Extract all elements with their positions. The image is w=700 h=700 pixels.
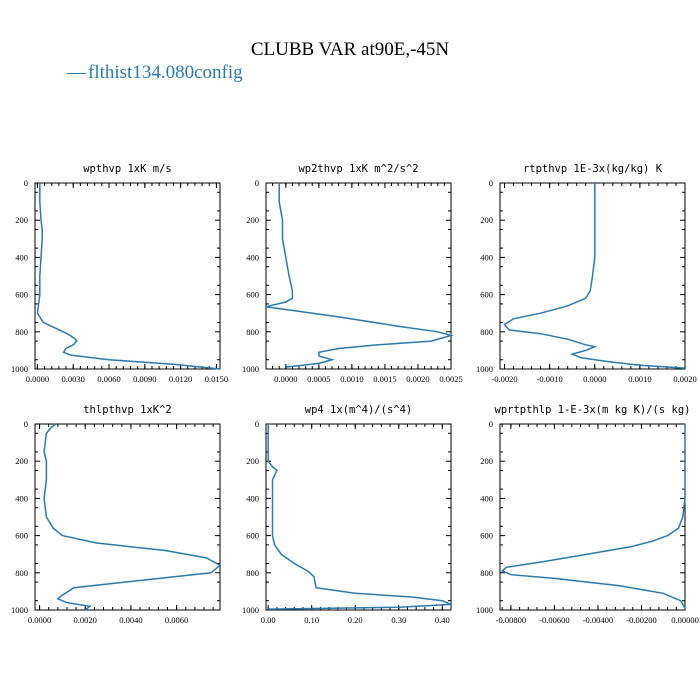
y-tick-label: 0 [24, 178, 28, 188]
legend-label: flthist134.080config [88, 62, 243, 83]
panel-title: rtpthvp 1E-3x(kg/kg) K [523, 163, 663, 175]
y-tick-label: 800 [480, 568, 493, 578]
x-tick-label: 0.00 [261, 615, 276, 625]
series-line [500, 424, 686, 609]
panel-6: wprtpthlp 1-E-3x(m kg K)/(s kg)0 200 400 60… [476, 404, 699, 625]
panel-2: wp2thvp 1xK m^2/s^2 0 200 400 600 800 1000 0.00… [242, 163, 463, 384]
x-tick-label: 0.0005 [307, 374, 330, 384]
y-tick-label: 200 [246, 456, 259, 466]
x-tick-label: 0.0015 [373, 374, 396, 384]
y-tick-label: 1000 [242, 364, 259, 374]
legend: — flthist134.080config [66, 62, 243, 83]
y-tick-label: 400 [246, 493, 259, 503]
y-tick-label: 400 [15, 252, 28, 262]
y-tick-label: 200 [15, 456, 28, 466]
x-tick-label: 0.0000 [28, 615, 51, 625]
panel-title: wp4 1x(m^4)/(s^4) [305, 404, 412, 416]
plot-frame [499, 423, 686, 611]
x-tick-label: 0.00000 [671, 615, 699, 625]
plot-frame [34, 423, 221, 611]
x-tick-label: 0.10 [304, 615, 319, 625]
plot-frame [499, 182, 686, 370]
legend-line-glyph: — [66, 62, 87, 83]
x-tick-label: -0.0020 [491, 374, 517, 384]
y-tick-label: 200 [480, 456, 493, 466]
x-tick-label: -0.00600 [539, 615, 569, 625]
y-tick-label: 400 [480, 493, 493, 503]
y-tick-label: 400 [480, 252, 493, 262]
plot-frame [265, 423, 452, 611]
series-line [267, 424, 452, 610]
x-tick-label: -0.00800 [496, 615, 526, 625]
series-line [43, 423, 222, 611]
y-tick-label: 600 [480, 531, 493, 541]
y-tick-label: 600 [15, 290, 28, 300]
series-line [265, 183, 454, 368]
y-tick-label: 1000 [11, 605, 28, 615]
y-tick-label: 400 [15, 493, 28, 503]
x-tick-label: -0.0010 [537, 374, 563, 384]
x-tick-label: 0.0060 [165, 615, 188, 625]
x-tick-label: 0.0000 [274, 374, 297, 384]
figure-title: CLUBB VAR at90E,-45N [251, 39, 450, 60]
x-tick-label: 0.0120 [169, 374, 192, 384]
y-tick-label: 800 [246, 568, 259, 578]
x-tick-label: 0.0090 [133, 374, 156, 384]
series-line [36, 183, 221, 370]
x-tick-label: 0.0020 [74, 615, 97, 625]
y-tick-label: 0 [255, 178, 259, 188]
x-tick-label: 0.20 [348, 615, 363, 625]
x-tick-label: 0.0020 [406, 374, 429, 384]
y-tick-label: 800 [480, 327, 493, 337]
plot-frame [34, 182, 221, 370]
x-tick-label: 0.0000 [583, 374, 606, 384]
y-tick-label: 200 [15, 215, 28, 225]
y-tick-label: 0 [255, 419, 259, 429]
y-tick-label: 1000 [476, 605, 493, 615]
x-tick-label: 0.0025 [439, 374, 462, 384]
panel-title: wprtpthlp 1-E-3x(m kg K)/(s kg) [495, 404, 691, 416]
panel-title: thlpthvp 1xK^2 [83, 404, 172, 416]
y-tick-label: 800 [15, 327, 28, 337]
y-tick-label: 400 [246, 252, 259, 262]
y-tick-label: 600 [246, 290, 259, 300]
y-tick-label: 800 [246, 327, 259, 337]
y-tick-label: 600 [15, 531, 28, 541]
y-tick-label: 1000 [476, 364, 493, 374]
panel-title: wpthvp 1xK m/s [83, 163, 172, 175]
x-tick-label: 0.0020 [673, 374, 696, 384]
y-tick-label: 600 [480, 290, 493, 300]
panel-title: wp2thvp 1xK m^2/s^2 [298, 163, 418, 175]
y-tick-label: 1000 [242, 605, 259, 615]
x-tick-label: 0.0010 [628, 374, 651, 384]
x-tick-label: -0.00200 [626, 615, 656, 625]
x-tick-label: 0.0010 [340, 374, 363, 384]
panel-3: rtpthvp 1E-3x(kg/kg) K02004006008001000-… [476, 163, 697, 384]
y-tick-label: 600 [246, 531, 259, 541]
y-tick-label: 1000 [11, 364, 28, 374]
x-tick-label: 0.30 [391, 615, 406, 625]
x-tick-label: 0.40 [435, 615, 450, 625]
x-tick-label: 0.0000 [26, 374, 49, 384]
x-tick-label: 0.0030 [62, 374, 85, 384]
y-tick-label: 0 [489, 419, 493, 429]
x-tick-label: 0.0150 [205, 374, 228, 384]
y-tick-label: 800 [15, 568, 28, 578]
series-line [503, 183, 686, 369]
x-tick-label: 0.0060 [97, 374, 120, 384]
y-tick-label: 200 [480, 215, 493, 225]
x-tick-label: 0.0040 [119, 615, 142, 625]
x-tick-label: -0.00400 [583, 615, 613, 625]
y-tick-label: 200 [246, 215, 259, 225]
y-tick-label: 0 [24, 419, 28, 429]
y-tick-label: 0 [489, 178, 493, 188]
